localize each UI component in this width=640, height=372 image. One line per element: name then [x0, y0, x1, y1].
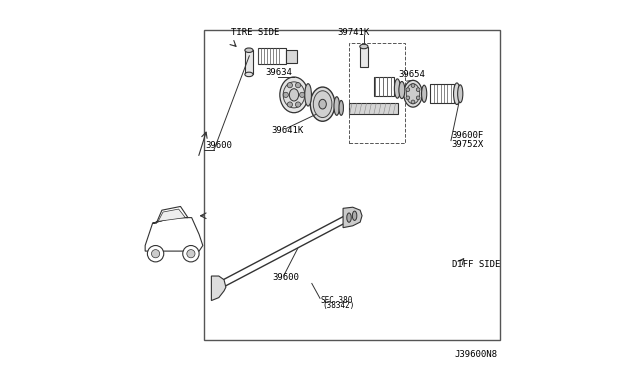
Text: 39654: 39654 [398, 70, 425, 79]
Polygon shape [158, 209, 186, 221]
Ellipse shape [404, 80, 422, 107]
Ellipse shape [339, 100, 344, 115]
Circle shape [187, 250, 195, 258]
Text: 39741K: 39741K [337, 28, 370, 37]
Ellipse shape [334, 97, 340, 115]
Bar [204, 30, 500, 340]
Bar [349, 103, 398, 114]
Ellipse shape [458, 85, 463, 103]
Circle shape [300, 92, 305, 97]
Ellipse shape [245, 72, 253, 77]
Ellipse shape [305, 84, 312, 106]
Ellipse shape [394, 79, 401, 98]
Circle shape [147, 246, 164, 262]
Ellipse shape [422, 85, 427, 102]
Circle shape [416, 88, 420, 92]
Text: (38342): (38342) [322, 301, 355, 310]
Ellipse shape [406, 84, 420, 104]
Ellipse shape [245, 48, 253, 52]
Circle shape [287, 83, 292, 88]
Circle shape [406, 88, 410, 92]
Bar [429, 84, 454, 103]
Ellipse shape [310, 87, 335, 121]
Bar [349, 43, 405, 143]
Bar [360, 46, 368, 67]
Circle shape [152, 250, 159, 258]
Text: J39600N8: J39600N8 [454, 350, 498, 359]
Text: 39600F: 39600F [451, 131, 483, 140]
Text: SEC.380: SEC.380 [321, 296, 353, 305]
Text: 39752X: 39752X [451, 140, 483, 149]
Text: 39641K: 39641K [271, 126, 304, 135]
Polygon shape [211, 276, 226, 301]
Ellipse shape [289, 89, 299, 101]
Polygon shape [343, 207, 362, 228]
Bar [257, 48, 286, 64]
Text: TIRE SIDE: TIRE SIDE [232, 28, 280, 37]
Circle shape [296, 83, 301, 88]
Ellipse shape [347, 213, 351, 222]
Bar [374, 77, 394, 96]
Circle shape [406, 96, 410, 100]
Ellipse shape [399, 81, 405, 99]
Ellipse shape [454, 83, 460, 105]
Ellipse shape [353, 211, 357, 220]
Circle shape [283, 92, 289, 97]
Circle shape [411, 84, 415, 87]
Circle shape [296, 102, 301, 107]
Text: 39600: 39600 [205, 141, 232, 150]
Bar [245, 50, 253, 74]
Bar [286, 50, 297, 63]
Text: 39634: 39634 [266, 68, 292, 77]
Ellipse shape [314, 91, 332, 118]
Ellipse shape [360, 44, 368, 49]
Ellipse shape [319, 99, 326, 109]
Circle shape [287, 102, 292, 107]
Circle shape [411, 100, 415, 104]
Text: 39600: 39600 [273, 273, 300, 282]
Ellipse shape [280, 77, 308, 113]
Text: DIFF SIDE: DIFF SIDE [452, 260, 500, 269]
Circle shape [183, 246, 199, 262]
Ellipse shape [283, 82, 305, 108]
Circle shape [416, 96, 420, 100]
